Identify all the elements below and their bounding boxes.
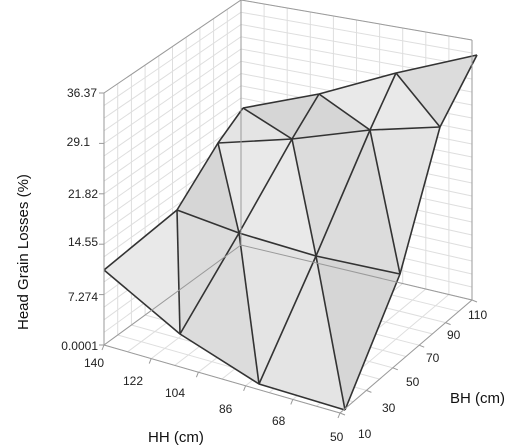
- z-axis-ticks: 0.0001 7.274 14.55 21.82 29.1 36.37: [61, 86, 98, 353]
- y-tick-mark: [392, 367, 398, 371]
- y-axis-ticks: 10 30 50 70 90 110: [358, 308, 487, 441]
- surface-facet: [319, 73, 396, 130]
- axis-line: [103, 244, 242, 346]
- surface-facet: [370, 127, 440, 274]
- x-tick-label: 122: [123, 374, 143, 388]
- y-tick-mark: [471, 299, 478, 303]
- surface-edge: [176, 209, 401, 275]
- surface-facet: [396, 55, 477, 127]
- surface-edge: [103, 269, 346, 411]
- x-tick-label: 50: [330, 430, 344, 444]
- surface-facet: [177, 143, 239, 233]
- y-tick-mark: [339, 412, 346, 416]
- surface-edge: [318, 93, 371, 131]
- surface-edge: [344, 54, 478, 411]
- x-tick-mark: [195, 372, 199, 378]
- y-axis-title: BH (cm): [450, 390, 505, 407]
- x-tick-label: 104: [165, 386, 185, 400]
- surface-facet: [177, 210, 239, 334]
- z-tick-label: 36.37: [67, 86, 97, 100]
- surface-facet: [218, 108, 292, 143]
- surface-facet: [316, 256, 400, 410]
- y-tick-label: 10: [358, 427, 372, 441]
- surface-facet: [239, 233, 316, 384]
- y-tick-label: 70: [426, 351, 440, 365]
- z-tick-label: 29.1: [67, 135, 91, 149]
- axis-line: [103, 344, 341, 414]
- x-tick-mark: [243, 385, 247, 391]
- y-tick-label: 30: [382, 401, 396, 415]
- x-tick-mark: [101, 344, 105, 351]
- surface-edge: [369, 129, 401, 275]
- surface-edge: [242, 54, 478, 109]
- surface-facet: [218, 139, 292, 233]
- x-tick-mark: [337, 412, 341, 419]
- surface-edge: [395, 72, 441, 128]
- surface-facet: [316, 130, 400, 274]
- z-tick-label: 21.82: [68, 187, 98, 201]
- y-tick-mark: [366, 389, 372, 393]
- x-tick-label: 68: [272, 414, 286, 428]
- x-tick-mark: [290, 399, 294, 405]
- z-tick-label: 0.0001: [61, 339, 98, 353]
- x-axis-title: HH (cm): [148, 429, 204, 445]
- surface-facet: [104, 210, 180, 334]
- surface-facet: [239, 139, 316, 256]
- surface-edge: [242, 107, 293, 140]
- axis-line: [339, 299, 473, 414]
- surface-edge: [291, 138, 317, 257]
- y-tick-label: 50: [406, 375, 420, 389]
- x-tick-mark: [148, 358, 152, 364]
- axes-frame: [99, 0, 478, 419]
- z-tick-label: 14.55: [68, 235, 98, 249]
- axis-line: [103, 0, 242, 94]
- surface-edge: [258, 72, 397, 385]
- surface-mesh: [103, 54, 478, 411]
- x-tick-label: 140: [84, 356, 104, 370]
- surface-facet: [292, 94, 370, 139]
- z-axis-title: Head Grain Losses (%): [15, 174, 32, 330]
- z-tick-label: 7.274: [68, 290, 98, 304]
- x-axis-ticks: 140 122 104 86 68 50: [84, 356, 344, 444]
- y-tick-label: 90: [447, 328, 461, 342]
- axis-line: [240, 244, 473, 301]
- y-tick-label: 110: [468, 308, 487, 322]
- y-tick-mark: [419, 344, 425, 348]
- y-tick-mark: [445, 322, 451, 326]
- surface-edge: [238, 232, 260, 385]
- surface-edge: [217, 126, 441, 144]
- axis-line: [240, 0, 473, 41]
- surface-facet: [292, 130, 370, 256]
- surface-edge: [315, 255, 346, 411]
- surface-facet: [259, 256, 345, 410]
- surface-edge: [176, 209, 181, 335]
- surface-edge: [179, 93, 320, 335]
- surface-facet: [370, 73, 440, 130]
- x-tick-label: 86: [219, 402, 233, 416]
- surface-edge: [103, 107, 244, 271]
- surface-edge: [217, 142, 240, 234]
